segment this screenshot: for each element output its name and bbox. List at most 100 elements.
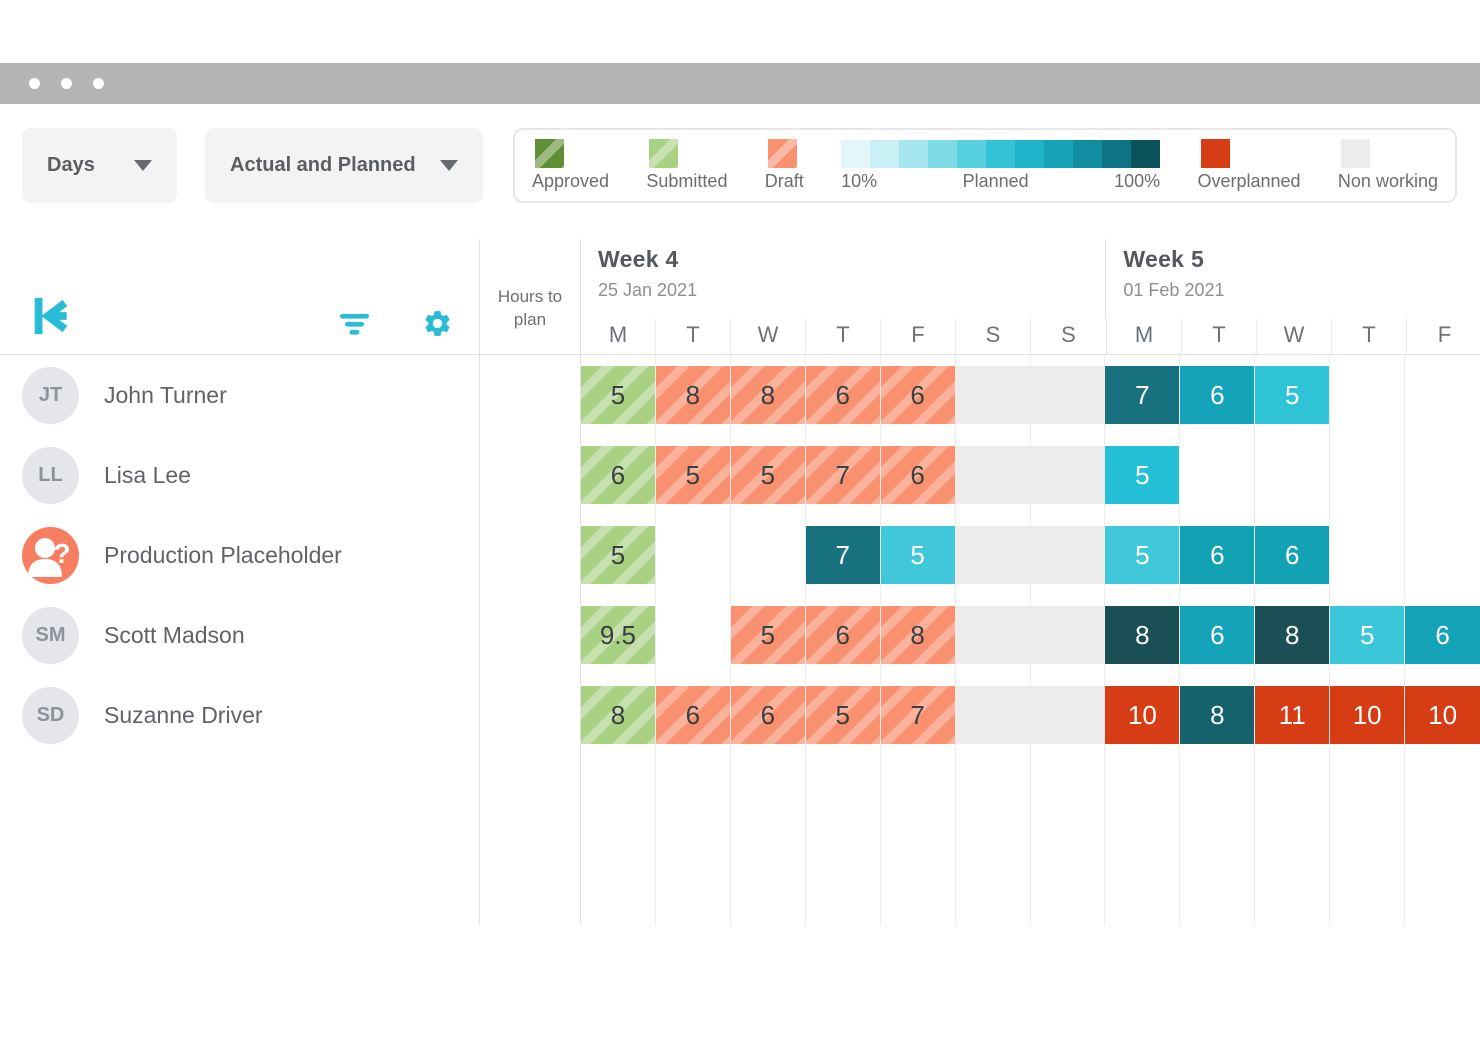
time-scale-dropdown[interactable]: Days <box>22 128 177 203</box>
allocation-cell[interactable]: 10 <box>1330 675 1406 755</box>
allocation-cell[interactable]: 6 <box>1180 515 1256 595</box>
allocation-cell[interactable]: 9.5 <box>581 595 656 675</box>
resource-row-label[interactable]: ? Production Placeholder <box>0 515 479 595</box>
allocation-cell[interactable]: 5 <box>730 595 806 675</box>
legend-planned-gradient: 10% Planned 100% <box>841 139 1161 192</box>
allocation-cell[interactable] <box>955 435 1031 515</box>
allocation-cell[interactable] <box>1030 355 1106 435</box>
allocation-value: 10 <box>1105 686 1180 744</box>
allocation-cell[interactable] <box>955 515 1031 595</box>
board-header: Hours to plan Week 4 25 Jan 2021 Week 5 … <box>0 239 1480 355</box>
allocation-value: 5 <box>1105 526 1180 584</box>
day-header: S <box>956 319 1031 354</box>
allocation-cell[interactable]: 11 <box>1255 675 1331 755</box>
allocation-cell[interactable] <box>731 515 806 595</box>
resource-name: John Turner <box>104 381 227 408</box>
allocation-cell[interactable] <box>1330 515 1406 595</box>
filter-icon[interactable] <box>340 312 369 336</box>
allocation-cell[interactable]: 6 <box>805 355 881 435</box>
allocation-cell[interactable]: 8 <box>880 595 956 675</box>
allocation-cell[interactable]: 6 <box>1405 595 1480 675</box>
gradient-segment <box>1073 139 1103 168</box>
hours-to-plan-cell <box>479 435 580 515</box>
allocation-cell[interactable]: 7 <box>1105 355 1181 435</box>
allocation-cell[interactable]: 8 <box>730 355 806 435</box>
grid-extension-cell <box>806 755 881 925</box>
allocation-cell[interactable]: 10 <box>1105 675 1181 755</box>
allocation-cell[interactable] <box>656 595 731 675</box>
allocation-cell[interactable]: 6 <box>730 675 806 755</box>
allocation-cell[interactable] <box>955 355 1031 435</box>
legend: Approved Submitted Draft 10% Planned 100% Over… <box>513 128 1457 203</box>
allocation-cell[interactable]: 7 <box>805 515 881 595</box>
allocation-cell[interactable] <box>1180 435 1256 515</box>
allocation-cell[interactable] <box>1405 435 1480 515</box>
grid-extension-cell <box>731 755 806 925</box>
allocation-cell[interactable]: 5 <box>880 515 956 595</box>
allocation-value: 8 <box>581 686 655 744</box>
allocation-cell[interactable]: 8 <box>1255 595 1331 675</box>
allocation-cell[interactable] <box>1330 355 1406 435</box>
allocation-cell[interactable]: 5 <box>581 355 656 435</box>
allocation-value: 6 <box>880 446 955 504</box>
allocation-cell[interactable] <box>656 515 731 595</box>
allocation-value <box>1030 526 1105 584</box>
settings-gear-icon[interactable] <box>422 308 453 339</box>
allocation-cell[interactable]: 6 <box>880 355 956 435</box>
allocation-cell[interactable]: 5 <box>730 435 806 515</box>
allocation-cell[interactable]: 10 <box>1405 675 1480 755</box>
resource-row-label[interactable]: SM Scott Madson <box>0 595 479 675</box>
gradient-segment <box>1131 139 1161 168</box>
allocation-cell[interactable] <box>1030 515 1106 595</box>
allocation-cell[interactable]: 8 <box>1180 675 1256 755</box>
week-start-date: 25 Jan 2021 <box>598 280 698 300</box>
allocation-cell[interactable]: 5 <box>1105 515 1181 595</box>
allocation-cell[interactable]: 6 <box>581 435 656 515</box>
allocation-cell[interactable]: 7 <box>805 435 881 515</box>
allocation-cell[interactable] <box>1405 355 1480 435</box>
allocation-cell[interactable] <box>1405 515 1480 595</box>
allocation-cell[interactable]: 5 <box>1330 595 1406 675</box>
chevron-down-icon <box>134 160 152 171</box>
allocation-cell[interactable]: 6 <box>1255 515 1331 595</box>
allocation-cell[interactable] <box>955 595 1031 675</box>
window-dot <box>61 78 72 89</box>
allocation-cell[interactable] <box>1255 435 1331 515</box>
allocation-cell[interactable] <box>1030 675 1106 755</box>
week-title: Week 5 <box>1123 246 1205 272</box>
allocation-cell[interactable]: 5 <box>1105 435 1181 515</box>
allocation-cell[interactable]: 5 <box>805 675 881 755</box>
board-header-left <box>0 239 479 355</box>
allocation-cell[interactable]: 8 <box>1105 595 1181 675</box>
allocation-value: 7 <box>880 686 955 744</box>
allocation-cell[interactable]: 6 <box>880 435 956 515</box>
allocation-cell[interactable] <box>1030 435 1106 515</box>
time-scale-value: Days <box>47 154 95 176</box>
allocation-cell[interactable]: 7 <box>880 675 956 755</box>
allocation-cell[interactable]: 8 <box>655 355 731 435</box>
allocation-cell[interactable]: 8 <box>581 675 656 755</box>
board-body: JT John Turner 5 8 8 6 6 7 6 5 LL Lisa Lee 6 5 5 7 6 5? Pr… <box>0 355 1480 925</box>
allocation-value: 8 <box>1180 686 1255 744</box>
allocation-cell[interactable]: 6 <box>655 675 731 755</box>
allocation-cell[interactable]: 5 <box>655 435 731 515</box>
legend-item-nonworking: Non working <box>1338 139 1438 192</box>
allocation-value: 11 <box>1255 686 1330 744</box>
allocation-cell[interactable] <box>1030 595 1106 675</box>
allocation-cell[interactable]: 6 <box>805 595 881 675</box>
allocation-cell[interactable] <box>955 675 1031 755</box>
resource-row-label[interactable]: LL Lisa Lee <box>0 435 479 515</box>
week-start-date: 01 Feb 2021 <box>1123 280 1225 300</box>
allocation-cell[interactable]: 6 <box>1180 355 1256 435</box>
resource-row-label[interactable]: SD Suzanne Driver <box>0 675 479 755</box>
allocation-cell[interactable] <box>1330 435 1406 515</box>
allocation-cell[interactable]: 5 <box>581 515 656 595</box>
day-header: M <box>1107 319 1182 354</box>
allocation-cell[interactable]: 5 <box>1255 355 1331 435</box>
view-mode-dropdown[interactable]: Actual and Planned <box>205 128 483 203</box>
resource-row-label[interactable]: JT John Turner <box>0 355 479 435</box>
day-header: T <box>1332 319 1407 354</box>
allocation-cell[interactable]: 6 <box>1180 595 1256 675</box>
day-header: F <box>1437 322 1452 348</box>
